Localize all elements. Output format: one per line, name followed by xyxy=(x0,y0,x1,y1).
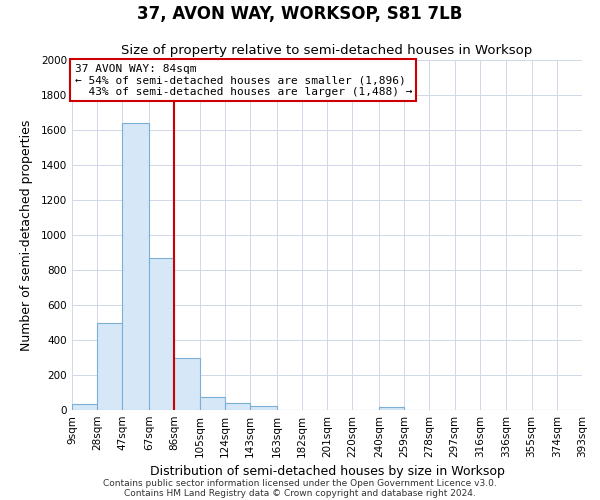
Text: Contains HM Land Registry data © Crown copyright and database right 2024.: Contains HM Land Registry data © Crown c… xyxy=(124,488,476,498)
Bar xyxy=(149,258,174,410)
Text: 37 AVON WAY: 84sqm
← 54% of semi-detached houses are smaller (1,896)
  43% of se: 37 AVON WAY: 84sqm ← 54% of semi-detache… xyxy=(74,64,412,96)
Y-axis label: Number of semi-detached properties: Number of semi-detached properties xyxy=(20,120,32,350)
Text: Contains public sector information licensed under the Open Government Licence v3: Contains public sector information licen… xyxy=(103,478,497,488)
X-axis label: Distribution of semi-detached houses by size in Worksop: Distribution of semi-detached houses by … xyxy=(149,466,505,478)
Bar xyxy=(250,406,277,410)
Title: Size of property relative to semi-detached houses in Worksop: Size of property relative to semi-detach… xyxy=(121,44,533,58)
Bar xyxy=(225,403,250,410)
Bar xyxy=(97,322,122,410)
Text: 37, AVON WAY, WORKSOP, S81 7LB: 37, AVON WAY, WORKSOP, S81 7LB xyxy=(137,5,463,23)
Bar xyxy=(199,397,225,410)
Bar xyxy=(379,408,404,410)
Bar xyxy=(72,404,97,410)
Bar xyxy=(174,358,199,410)
Bar xyxy=(122,123,149,410)
